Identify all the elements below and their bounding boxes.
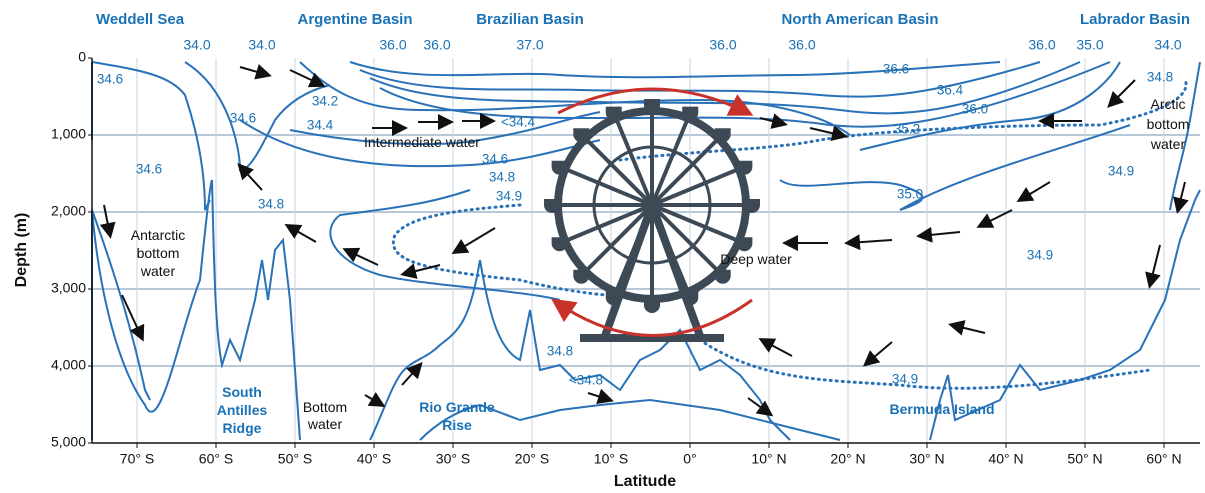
x-tick-label: 0°: [683, 451, 696, 467]
region-name: Labrador Basin: [1080, 11, 1190, 28]
top-salinity: 35.0: [1076, 37, 1103, 53]
ocean-section-figure: Weddell Sea Argentine Basin Brazilian Ba…: [0, 0, 1205, 493]
x-tick-label: 10° S: [594, 451, 628, 467]
top-salinity: 36.0: [1028, 37, 1055, 53]
salinity-label: 34.6: [230, 111, 256, 126]
salinity-label: 34.9: [892, 372, 918, 387]
x-tick-label: 40° S: [357, 451, 391, 467]
region-name: Brazilian Basin: [476, 11, 584, 28]
salinity-label: 34.6: [97, 72, 123, 87]
y-tick-label: 0: [78, 49, 86, 65]
salinity-label: 34.8: [547, 344, 573, 359]
wheel-gondola: [715, 270, 731, 284]
y-axis-title: Depth (m): [13, 213, 30, 288]
salinity-label: 34.8: [258, 197, 284, 212]
salinity-label: 36.0: [962, 102, 988, 117]
top-salinity: 36.0: [423, 37, 450, 53]
y-tick-label: 1,000: [51, 126, 86, 142]
salinity-label: 36.4: [937, 83, 964, 98]
x-tick-label: 50° S: [278, 451, 312, 467]
salinity-label: 35.0: [897, 187, 923, 202]
salinity-label: 34.4: [307, 118, 334, 133]
region-name: Argentine Basin: [297, 11, 412, 28]
x-tick-label: 50° N: [1067, 451, 1102, 467]
x-tick-label: 20° S: [515, 451, 549, 467]
wheel-gondola: [644, 299, 660, 313]
x-tick-label: 10° N: [751, 451, 786, 467]
x-tick-label: 30° S: [436, 451, 470, 467]
y-tick-label: 3,000: [51, 280, 86, 296]
x-tick-label: 30° N: [909, 451, 944, 467]
salinity-label: 34.6: [482, 152, 508, 167]
salinity-label: <34.4: [501, 115, 536, 130]
salinity-label: 34.8: [489, 170, 515, 185]
y-tick-label: 5,000: [51, 434, 86, 450]
y-tick-label: 2,000: [51, 203, 86, 219]
salinity-label: <34.8: [569, 373, 603, 388]
top-salinity: 36.0: [709, 37, 736, 53]
salinity-label: 34.9: [1027, 248, 1053, 263]
x-tick-label: 20° N: [830, 451, 865, 467]
region-name: North American Basin: [782, 11, 939, 28]
water-mass-label: Intermediate water: [364, 134, 480, 150]
x-tick-label: 60° S: [199, 451, 233, 467]
y-tick-label: 4,000: [51, 357, 86, 373]
salinity-label: 34.6: [136, 162, 162, 177]
x-tick-label: 70° S: [120, 451, 154, 467]
top-salinity: 34.0: [183, 37, 210, 53]
top-salinity: 37.0: [516, 37, 543, 53]
ferris-wheel-icon: [544, 89, 760, 342]
feature-label: Bermuda Island: [889, 401, 994, 417]
x-tick-label: 40° N: [988, 451, 1023, 467]
region-name: Weddell Sea: [96, 11, 185, 28]
salinity-label: 34.9: [1108, 164, 1134, 179]
salinity-label: 34.9: [496, 189, 522, 204]
x-axis-title: Latitude: [614, 473, 676, 490]
salinity-label: 34.8: [1147, 70, 1173, 85]
salinity-label: 36.6: [883, 62, 909, 77]
salinity-label: 35.2: [894, 122, 920, 137]
top-salinity: 34.0: [248, 37, 275, 53]
top-salinity: 36.0: [788, 37, 815, 53]
wheel-gondola: [573, 270, 589, 284]
salinity-label: 34.2: [312, 94, 338, 109]
top-salinity: 34.0: [1154, 37, 1181, 53]
top-salinity: 36.0: [379, 37, 406, 53]
x-tick-label: 60° N: [1146, 451, 1181, 467]
water-mass-label: Deep water: [720, 251, 792, 267]
